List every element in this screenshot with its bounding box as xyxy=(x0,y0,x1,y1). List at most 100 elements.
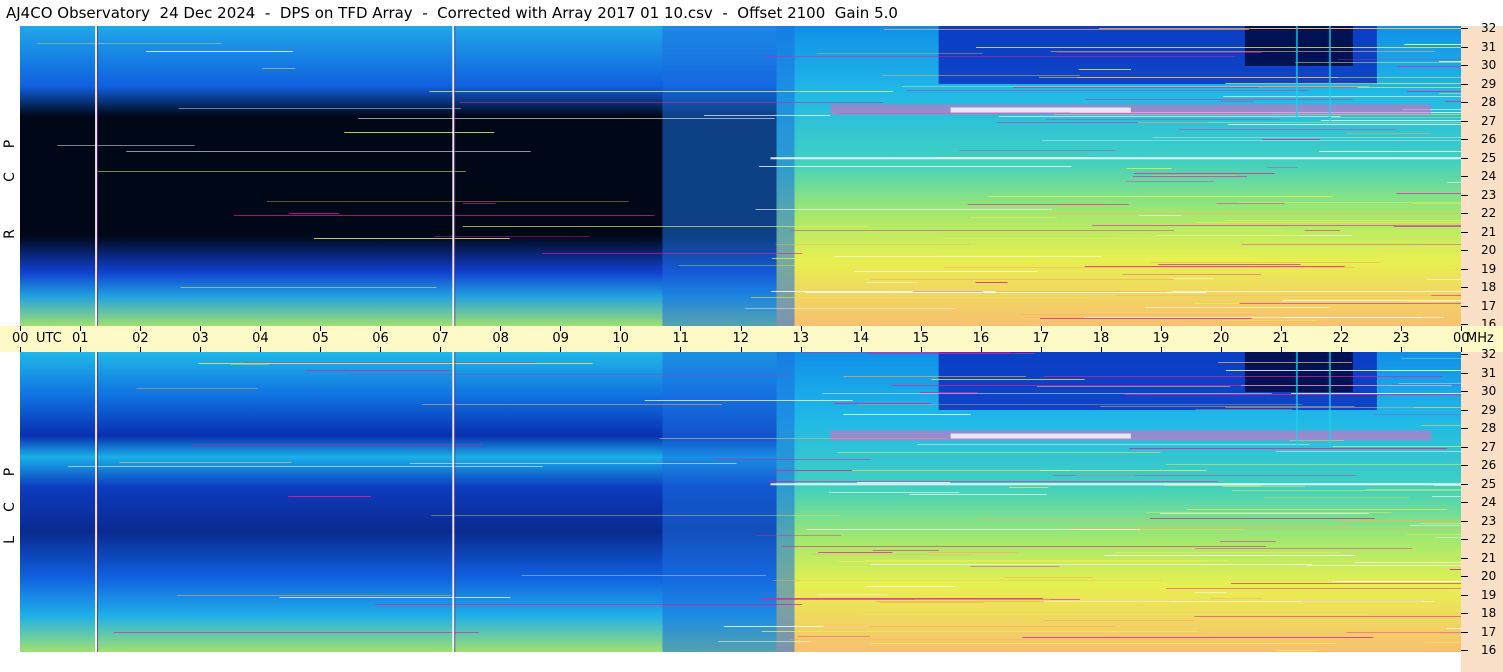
lcp-rfi-streak xyxy=(818,552,893,553)
rcp-event-line-shadow-2 xyxy=(454,26,456,326)
rcp-rfi-streak xyxy=(912,291,984,292)
rcp-twilight-band xyxy=(662,26,795,326)
time-tick xyxy=(1100,326,1102,331)
lcp-rfi-streak xyxy=(789,639,1210,640)
rcp-rfi-streak xyxy=(998,116,1341,117)
lcp-rfi-streak xyxy=(119,462,292,463)
lcp-rfi-streak xyxy=(821,393,1272,394)
rcp-rfi-streak xyxy=(1406,301,1461,302)
rcp-rfi-streak xyxy=(1116,295,1461,296)
lcp-rfi-streak xyxy=(782,546,1267,547)
rcp-rfi-streak xyxy=(678,265,1065,266)
rcp-rfi-streak xyxy=(434,236,590,237)
lcp-rfi-streak xyxy=(1240,385,1452,386)
rcp-rfi-streak xyxy=(790,230,1175,231)
time-label-21: 21 xyxy=(1272,331,1290,346)
rcp-rfi-streak xyxy=(805,292,1207,293)
lcp-freq-tick xyxy=(1461,613,1468,614)
rcp-rfi-streak xyxy=(1132,176,1248,177)
lcp-freq-label-17: 17 xyxy=(1481,624,1497,639)
rcp-freq-label-26: 26 xyxy=(1481,132,1497,146)
lcp-rfi-streak xyxy=(843,414,971,415)
chart-title: AJ4CO Observatory 24 Dec 2024 - DPS on T… xyxy=(0,0,1461,26)
lcp-label-gutter: L C P xyxy=(0,352,20,672)
lcp-rfi-streak xyxy=(891,385,1389,386)
time-tick xyxy=(1400,326,1402,331)
time-tick xyxy=(500,326,502,331)
lcp-freq-tick xyxy=(1461,372,1468,374)
lcp-rfi-streak xyxy=(279,597,511,598)
lcp-freq-tick xyxy=(1461,391,1468,392)
rcp-rfi-streak xyxy=(462,203,496,204)
rcp-rfi-streak xyxy=(1092,225,1461,226)
lcp-letter-c: C xyxy=(2,502,18,512)
time-tick xyxy=(980,347,982,352)
lcp-rfi-streak xyxy=(191,444,483,445)
time-tick xyxy=(20,347,21,352)
rcp-rfi-streak xyxy=(1050,51,1435,52)
rcp-rfi-streak xyxy=(996,291,1167,292)
lcp-rfi-streak xyxy=(1407,534,1461,535)
lcp-rfi-streak xyxy=(1290,393,1461,394)
lcp-freq-label-28: 28 xyxy=(1481,421,1497,435)
lcp-rfi-streak xyxy=(1036,386,1231,387)
lcp-rfi-streak xyxy=(1124,394,1461,395)
lcp-rfi-streak xyxy=(843,376,1027,377)
lcp-rfi-streak xyxy=(1222,486,1305,487)
rcp-rfi-streak xyxy=(313,238,510,239)
rcp-label-gutter: R C P xyxy=(0,26,20,326)
lcp-rfi-streak xyxy=(1275,451,1461,452)
rcp-rfi-streak xyxy=(1196,222,1461,223)
rcp-rfi-streak xyxy=(1151,175,1237,176)
time-tick xyxy=(620,347,622,352)
rcp-rfi-streak xyxy=(1445,101,1461,102)
rcp-rfi-streak xyxy=(1172,291,1461,292)
lcp-rfi-streak xyxy=(1008,487,1049,488)
lcp-rfi-streak xyxy=(856,404,1303,405)
time-label-11: 11 xyxy=(672,331,689,346)
lcp-rfi-streak xyxy=(1104,555,1355,556)
lcp-rfi-streak xyxy=(1332,581,1461,582)
time-label-10: 10 xyxy=(612,331,629,346)
lcp-event-line-1 xyxy=(95,352,98,652)
lcp-rfi-streak xyxy=(870,643,1337,644)
time-label-09: 09 xyxy=(552,331,569,346)
rcp-rfi-streak xyxy=(1382,248,1461,249)
lcp-rfi-streak xyxy=(1218,362,1352,363)
rcp-rfi-streak xyxy=(1320,120,1461,121)
rcp-rfi-streak xyxy=(1223,96,1461,97)
lcp-rfi-streak xyxy=(1232,490,1461,491)
rcp-rfi-streak xyxy=(1304,230,1341,231)
time-tick xyxy=(80,326,82,331)
rcp-rfi-streak xyxy=(1406,91,1461,92)
lcp-rfi-streak xyxy=(1306,565,1461,566)
time-tick xyxy=(140,347,142,352)
time-tick xyxy=(440,347,442,352)
rcp-rfi-streak xyxy=(1139,215,1182,216)
rcp-freq-tick xyxy=(1461,194,1468,196)
rcp-rfi-streak xyxy=(988,196,1333,197)
rcp-frequency-axis: 16 17 18 19 20 21 22 23 24 25 26 27 28 29 30 31 32 xyxy=(1461,22,1503,330)
rcp-rfi-streak xyxy=(1227,124,1461,125)
lcp-spectrogram xyxy=(20,352,1461,652)
rcp-rfi-streak xyxy=(1337,59,1461,60)
rcp-rfi-streak xyxy=(884,29,1249,30)
lcp-rfi-streak xyxy=(1373,414,1461,415)
time-label-22: 22 xyxy=(1332,331,1350,346)
lcp-freq-label-22: 22 xyxy=(1481,532,1497,546)
time-tick xyxy=(1100,347,1102,352)
lcp-rfi-streak xyxy=(760,599,1081,600)
time-label-08: 08 xyxy=(492,331,509,346)
lcp-freq-label-24: 24 xyxy=(1481,495,1497,509)
rcp-rfi-streak xyxy=(775,244,971,245)
rcp-rfi-streak xyxy=(1152,137,1461,138)
rcp-event-line-2 xyxy=(452,26,455,326)
lcp-band-27mhz-core xyxy=(950,433,1131,439)
time-tick xyxy=(560,347,562,352)
lcp-rfi-streak xyxy=(1332,446,1461,447)
rcp-rfi-streak xyxy=(1239,303,1461,304)
lcp-rfi-streak xyxy=(1449,591,1461,592)
rcp-rfi-streak xyxy=(936,250,1246,251)
lcp-rfi-streak xyxy=(1446,628,1461,629)
time-label-05: 05 xyxy=(312,331,329,346)
